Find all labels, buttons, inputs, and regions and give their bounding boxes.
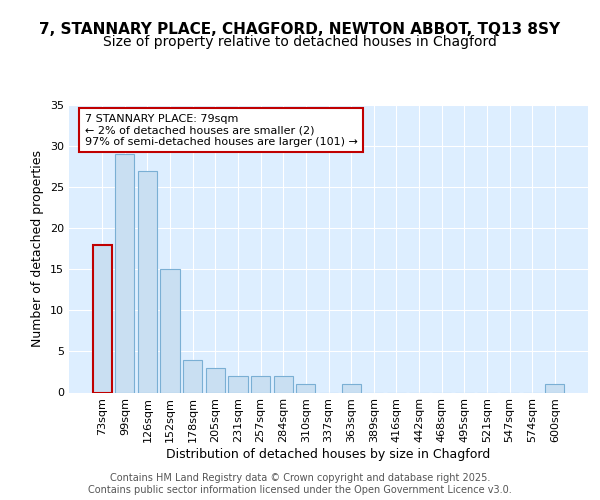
Text: 7 STANNARY PLACE: 79sqm
← 2% of detached houses are smaller (2)
97% of semi-deta: 7 STANNARY PLACE: 79sqm ← 2% of detached… xyxy=(85,114,358,147)
Bar xyxy=(341,384,361,392)
Bar xyxy=(115,154,134,392)
X-axis label: Distribution of detached houses by size in Chagford: Distribution of detached houses by size … xyxy=(166,448,491,461)
Text: Size of property relative to detached houses in Chagford: Size of property relative to detached ho… xyxy=(103,35,497,49)
Bar xyxy=(92,244,112,392)
Bar xyxy=(251,376,270,392)
Bar xyxy=(160,270,180,392)
Bar xyxy=(296,384,316,392)
Bar xyxy=(138,170,157,392)
Bar xyxy=(229,376,248,392)
Text: Contains HM Land Registry data © Crown copyright and database right 2025.
Contai: Contains HM Land Registry data © Crown c… xyxy=(88,474,512,495)
Bar xyxy=(183,360,202,392)
Y-axis label: Number of detached properties: Number of detached properties xyxy=(31,150,44,348)
Bar xyxy=(206,368,225,392)
Bar xyxy=(274,376,293,392)
Bar xyxy=(545,384,565,392)
Text: 7, STANNARY PLACE, CHAGFORD, NEWTON ABBOT, TQ13 8SY: 7, STANNARY PLACE, CHAGFORD, NEWTON ABBO… xyxy=(40,22,560,38)
